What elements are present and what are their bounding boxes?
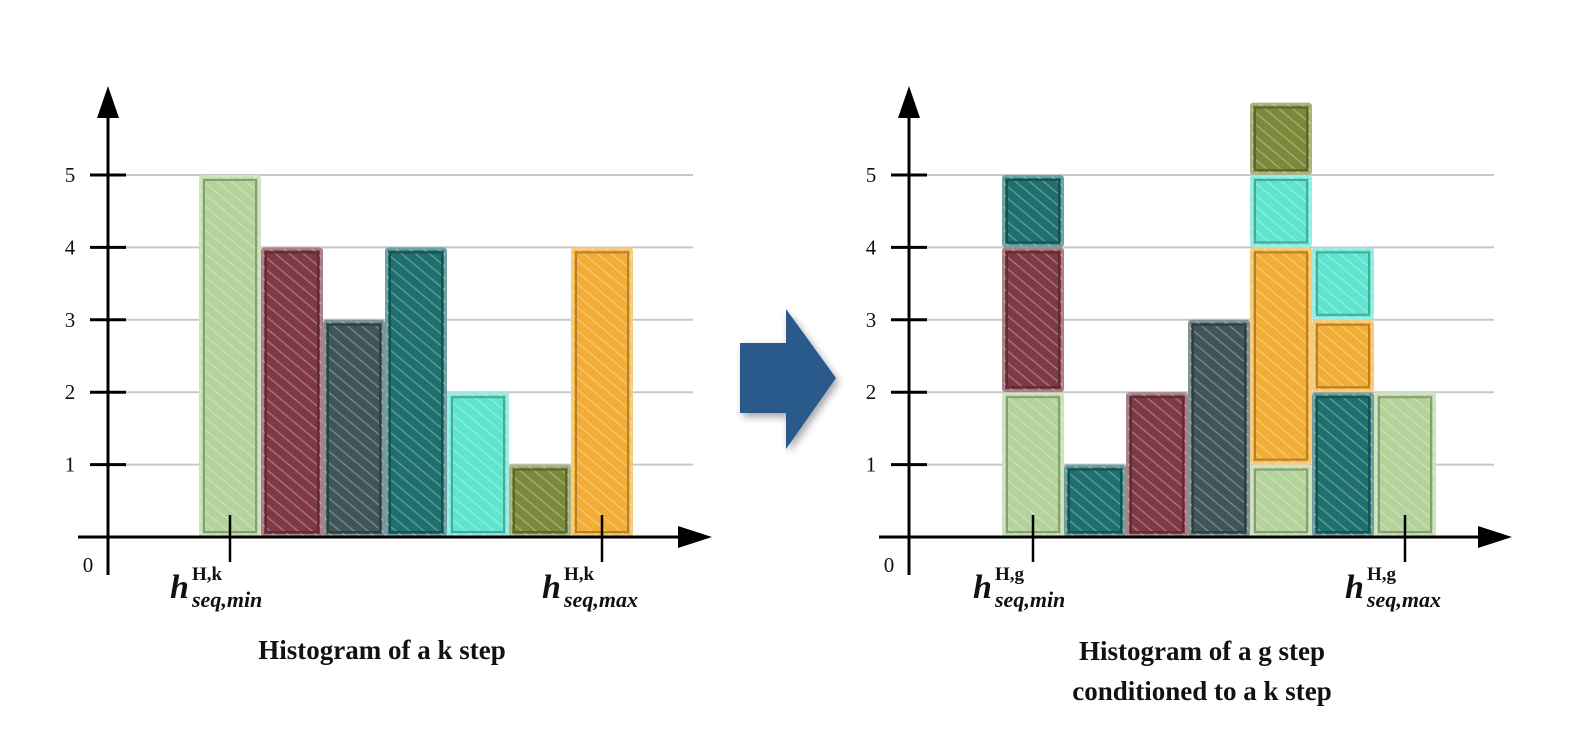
bar-inner-edge (1254, 251, 1308, 461)
marker-symbol: h (1345, 569, 1364, 606)
bar-inner-edge (451, 396, 505, 534)
y-tick-label: 1 (65, 453, 76, 477)
y-tick-label: 4 (866, 235, 877, 259)
bar-inner-edge (1068, 468, 1122, 534)
bar-inner-edge (327, 323, 381, 533)
bar-inner-edge (1006, 179, 1060, 244)
y-tick-label: 5 (866, 163, 877, 187)
chart-caption: Histogram of a g step (1079, 636, 1325, 666)
marker-subscript: seq,min (191, 587, 262, 612)
y-tick-label: 4 (65, 235, 76, 259)
bar-hatch (1375, 393, 1435, 536)
x-axis-arrowhead-icon (678, 526, 712, 548)
x-axis-arrowhead-icon (1478, 526, 1512, 548)
bar-inner-edge (1192, 323, 1246, 533)
bar-hatch (262, 248, 322, 536)
bar-hatch (1251, 176, 1311, 246)
bar-hatch (386, 248, 446, 536)
bar-inner-edge (1316, 251, 1370, 316)
marker-subscript: seq,max (563, 587, 638, 612)
marker-subscript: seq,min (994, 587, 1065, 612)
bar-hatch (1251, 466, 1311, 536)
bar-inner-edge (1316, 396, 1370, 534)
y-tick-label: 2 (866, 380, 877, 404)
marker-superscript: H,k (192, 564, 223, 585)
bar-inner-edge (389, 251, 443, 533)
chart-caption: Histogram of a k step (258, 635, 505, 665)
y-axis-arrowhead-icon (898, 86, 920, 118)
transition-arrow-icon (740, 309, 836, 449)
marker-superscript: H,g (1367, 564, 1397, 585)
bar-hatch (1003, 248, 1063, 391)
marker-superscript: H,k (564, 564, 595, 585)
bar-inner-edge (1316, 323, 1370, 389)
bar-inner-edge (1130, 396, 1184, 534)
bar-hatch (1313, 393, 1373, 536)
origin-label: 0 (884, 553, 895, 577)
marker-subscript: seq,max (1366, 587, 1441, 612)
bar-hatch (448, 393, 508, 536)
marker-symbol: h (170, 569, 189, 606)
bar-inner-edge (513, 468, 567, 534)
y-tick-label: 3 (65, 308, 76, 332)
bar-inner-edge (1006, 251, 1060, 389)
bar-inner-edge (265, 251, 319, 533)
bar-hatch (1127, 393, 1187, 536)
origin-label: 0 (83, 553, 94, 577)
y-tick-label: 3 (866, 308, 877, 332)
y-axis-arrowhead-icon (97, 86, 119, 118)
bar-hatch (324, 321, 384, 536)
bar-inner-edge (1254, 106, 1308, 171)
bar-hatch (572, 248, 632, 536)
bar-hatch (1251, 104, 1311, 174)
bar-hatch (510, 466, 570, 536)
marker-symbol: h (542, 569, 561, 606)
marker-symbol: h (973, 569, 992, 606)
bar-hatch (1313, 321, 1373, 391)
y-tick-label: 5 (65, 163, 76, 187)
bar-hatch (1003, 176, 1063, 246)
bar-hatch (1189, 321, 1249, 536)
bar-hatch (200, 176, 260, 536)
bar-hatch (1313, 248, 1373, 319)
y-tick-label: 2 (65, 380, 76, 404)
bar-hatch (1251, 248, 1311, 464)
y-tick-label: 1 (866, 453, 877, 477)
bar-inner-edge (1254, 179, 1308, 244)
marker-superscript: H,g (995, 564, 1025, 585)
bar-hatch (1065, 466, 1125, 536)
bar-hatch (1003, 393, 1063, 536)
bar-inner-edge (1254, 468, 1308, 534)
chart-caption: conditioned to a k step (1072, 676, 1332, 706)
